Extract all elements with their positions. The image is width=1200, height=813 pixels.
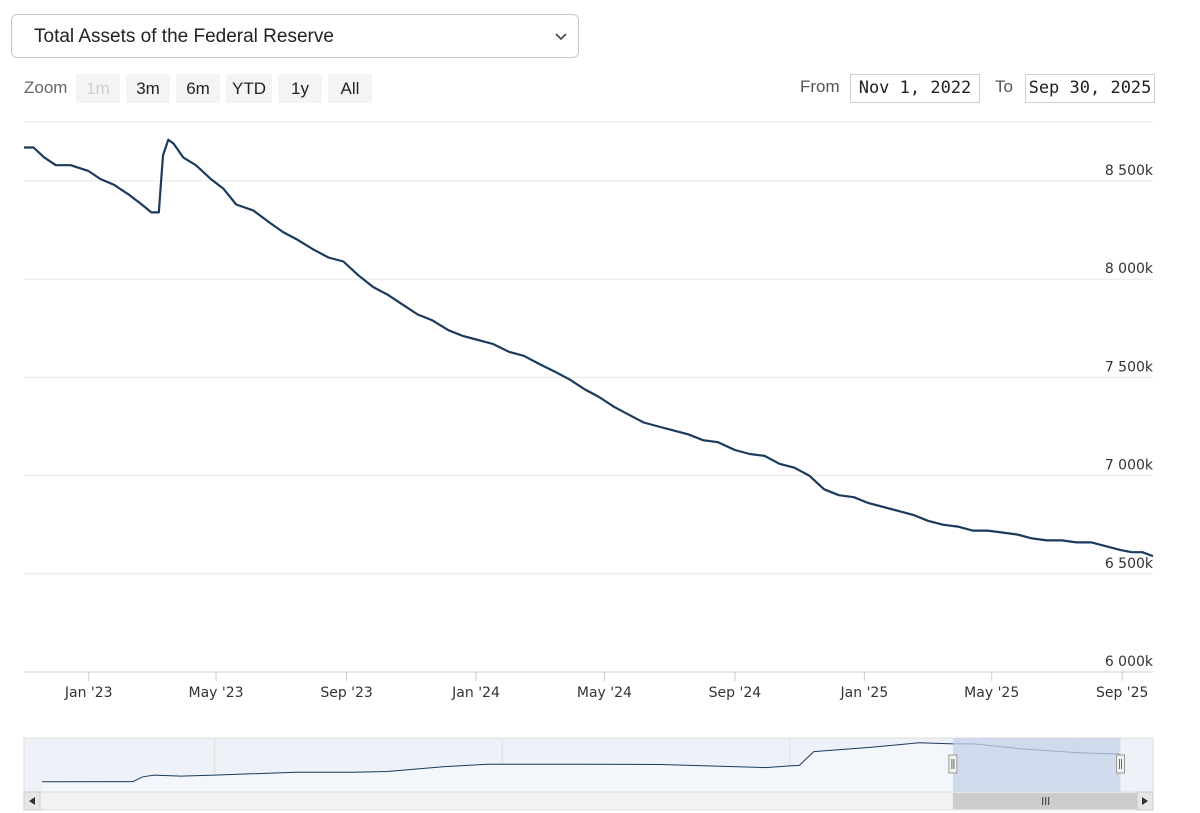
navigator[interactable]: 2010201520202025 bbox=[23, 737, 1154, 811]
handle-grip[interactable] bbox=[948, 754, 958, 774]
x-tick-label: May '25 bbox=[964, 685, 1019, 701]
x-tick-label: Sep '24 bbox=[709, 685, 762, 701]
zoom-ytd-button[interactable]: YTD bbox=[226, 74, 272, 103]
zoom-1m-button[interactable]: 1m bbox=[76, 74, 120, 103]
navigator-handle-left[interactable] bbox=[948, 754, 958, 774]
y-tick-label: 6 500k bbox=[1105, 556, 1154, 572]
from-date-input[interactable]: Nov 1, 2022 bbox=[850, 74, 980, 103]
arrow-right-icon bbox=[1142, 797, 1148, 805]
y-tick-label: 7 500k bbox=[1105, 359, 1154, 375]
x-tick-label: Sep '23 bbox=[320, 685, 373, 701]
x-tick-label: May '24 bbox=[577, 685, 632, 701]
zoom-1y-button[interactable]: 1y bbox=[278, 74, 322, 103]
zoom-6m-button[interactable]: 6m bbox=[176, 74, 220, 103]
handle-grip[interactable] bbox=[1116, 754, 1126, 774]
series-layer bbox=[24, 138, 1154, 558]
arrow-left-icon bbox=[29, 797, 35, 805]
x-tick-label: Jan '25 bbox=[840, 685, 889, 701]
x-axis-ticks: Jan '23 May '23 Sep '23 Jan '24 May '24 Sep '… bbox=[64, 672, 1149, 701]
y-tick-label: 6 000k bbox=[1105, 654, 1154, 670]
to-label: To bbox=[995, 77, 1013, 96]
y-tick-label: 7 000k bbox=[1105, 458, 1154, 474]
zoom-label: Zoom bbox=[24, 78, 68, 97]
grid-lines bbox=[24, 121, 1153, 673]
y-axis-ticks: 6 000k 6 500k 7 000k 7 500k 8 000k 8 500k bbox=[1105, 163, 1154, 670]
dataset-select-value: Total Assets of the Federal Reserve bbox=[34, 26, 334, 47]
dataset-select[interactable]: Total Assets of the Federal Reserve bbox=[11, 14, 579, 58]
x-tick-label: Sep '25 bbox=[1096, 685, 1149, 701]
x-tick-label: Jan '24 bbox=[451, 685, 500, 701]
navigator-area bbox=[42, 742, 1121, 792]
zoom-3m-button[interactable]: 3m bbox=[126, 74, 170, 103]
navigator-handle-right[interactable] bbox=[1116, 754, 1126, 774]
to-date-input[interactable]: Sep 30, 2025 bbox=[1025, 74, 1155, 103]
navigator-selected-range[interactable] bbox=[952, 738, 1121, 792]
x-tick-label: Jan '23 bbox=[64, 685, 113, 701]
x-tick-label: May '23 bbox=[189, 685, 244, 701]
chevron-down-icon bbox=[555, 33, 567, 41]
series-line bbox=[24, 138, 1154, 558]
from-label: From bbox=[800, 77, 840, 96]
zoom-all-button[interactable]: All bbox=[328, 74, 372, 103]
y-tick-label: 8 000k bbox=[1105, 261, 1154, 277]
y-tick-label: 8 500k bbox=[1105, 163, 1154, 179]
